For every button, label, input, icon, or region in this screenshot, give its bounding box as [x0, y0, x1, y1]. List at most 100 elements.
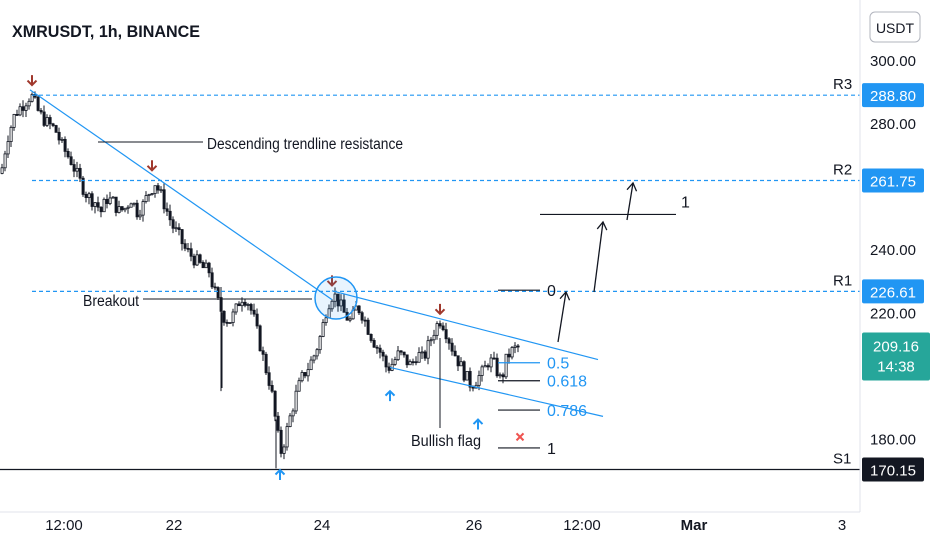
y-tick-label: 300.00 [870, 53, 916, 70]
candle-body [435, 323, 439, 336]
bullish-flag-label: Bullish flag [411, 433, 481, 450]
candle-body [297, 380, 301, 392]
candle-body [300, 372, 304, 382]
support-arrow-icon [472, 418, 484, 430]
candle-body [282, 446, 286, 454]
projection-target-label: 1 [681, 194, 690, 211]
candle-body [156, 185, 160, 191]
candle-body [249, 304, 253, 311]
currency-button[interactable]: USDT [869, 11, 921, 43]
x-tick-label: 12:00 [45, 517, 83, 534]
resistance-arrow-icon [434, 303, 446, 316]
candle-body [462, 361, 466, 381]
flag-lower-line[interactable] [389, 366, 604, 417]
candle-body [363, 319, 367, 322]
candle-body [375, 346, 379, 349]
last-price-countdown: 14:38 [877, 358, 915, 375]
candle-body [192, 255, 196, 266]
x-tick-label: 26 [466, 517, 483, 534]
candle-body [45, 117, 49, 126]
candle-body [348, 318, 352, 321]
level-name-r1: R1 [833, 272, 852, 289]
candle-body [444, 329, 448, 340]
price-label-text: 288.80 [870, 88, 916, 105]
candle-body [447, 338, 451, 344]
flag-upper-line[interactable] [331, 290, 599, 361]
candle-body [231, 311, 235, 323]
candle-body [309, 359, 313, 371]
candle-body [306, 369, 310, 377]
candle-body [39, 110, 43, 113]
candle-body [117, 206, 121, 213]
candle-body [339, 299, 343, 307]
price-label-text: 261.75 [870, 174, 916, 191]
candle-body [372, 340, 376, 348]
candle-body [216, 287, 220, 298]
y-tick-label: 220.00 [870, 305, 916, 322]
fib-levels: 0.50.618 0.786 0 1 [498, 283, 587, 458]
time-axis[interactable]: 12:00 22 24 26 12:00 Mar 3 [0, 511, 860, 534]
candle-body [213, 286, 217, 289]
candle-body [504, 353, 508, 378]
candle-body [36, 96, 40, 111]
candle-body [360, 312, 364, 321]
candle-body [24, 105, 28, 111]
candle-body [123, 207, 127, 211]
currency-button-label[interactable]: USDT [876, 20, 915, 36]
candle-body [183, 243, 187, 249]
candle-body [30, 94, 34, 102]
candle-body [483, 365, 487, 368]
x-tick-label: 24 [314, 517, 331, 534]
candle-body [495, 357, 499, 377]
fib-level-label: 0 [547, 283, 556, 300]
price-label-r2 [862, 168, 924, 193]
projection-arrowhead [559, 290, 571, 301]
candle-body [453, 350, 457, 357]
candle-body [141, 201, 145, 216]
candle-body [150, 193, 154, 195]
candle-body [387, 366, 391, 371]
candle-body [333, 293, 337, 302]
candle-body [270, 385, 274, 392]
candle-body [507, 353, 511, 358]
candle-body [225, 321, 229, 324]
candle-body [171, 219, 175, 229]
candle-body [336, 293, 340, 307]
last-price-label [862, 332, 930, 381]
candle-body [468, 371, 472, 388]
candle-body [147, 193, 151, 196]
candle-body [237, 303, 241, 307]
candle-body [114, 196, 118, 213]
candle-body [489, 357, 493, 368]
candle-body [432, 334, 436, 341]
candle-body [288, 415, 292, 427]
candle-body [456, 355, 460, 367]
candle-body [405, 354, 409, 366]
candle-body [318, 336, 322, 351]
candle-body [342, 299, 346, 313]
fib-level-label: 0.5 [547, 356, 569, 373]
breakout-label: Breakout [83, 293, 140, 310]
candle-body [420, 351, 424, 354]
descending-trendline[interactable] [29, 89, 333, 301]
currency-button-box[interactable] [869, 11, 921, 43]
candle-body [480, 366, 484, 376]
candle-body [243, 301, 247, 306]
candle-body [423, 351, 427, 359]
candle-body [252, 309, 256, 315]
candle-body [315, 349, 319, 357]
annotations: Descending trendline resistance Breakout… [83, 136, 481, 450]
price-axis[interactable]: 288.80 261.75 226.61 170.15 300.00 280.00 240.… [859, 0, 930, 512]
candle-body [222, 310, 226, 323]
stop-loss-x-icon [515, 432, 525, 442]
candle-body [6, 141, 10, 155]
candle-body [402, 351, 406, 356]
candle-body [99, 206, 103, 213]
candle-body [441, 325, 445, 331]
candle-body [459, 361, 463, 367]
breakout-circle [314, 276, 358, 320]
projection-path: 1 [540, 181, 690, 343]
